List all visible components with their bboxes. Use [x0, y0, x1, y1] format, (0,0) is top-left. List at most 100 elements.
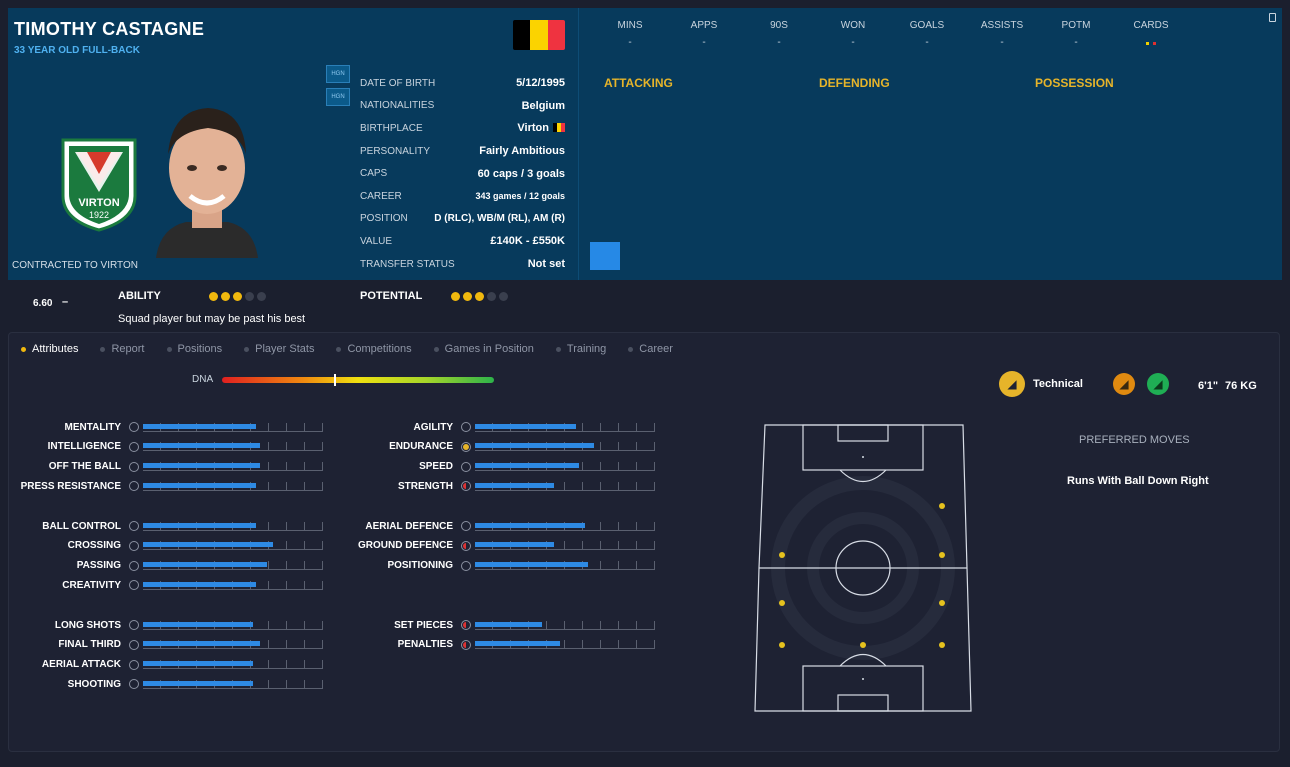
attribute-row[interactable]: GROUND DEFENCE	[341, 536, 655, 556]
attribute-bar	[143, 660, 323, 670]
stat-label: 90S	[770, 20, 788, 31]
attribute-bar-fill	[475, 542, 555, 548]
tab-competitions[interactable]: Competitions	[336, 343, 411, 355]
attribute-row[interactable]: AERIAL ATTACK	[9, 655, 323, 675]
tab-positions[interactable]: Positions	[167, 343, 223, 355]
attribute-row[interactable]: PRESS RESISTANCE	[9, 476, 323, 496]
boot-icon: ◢	[999, 371, 1025, 397]
info-row-career: CAREER 343 games / 12 goals	[360, 185, 565, 208]
stat-won: WON -	[813, 20, 893, 48]
attribute-bar	[475, 640, 655, 650]
dna-label: DNA	[192, 374, 214, 385]
attribute-row[interactable]: AERIAL DEFENCE	[341, 516, 655, 536]
position-dots	[779, 503, 945, 648]
attribute-row[interactable]: BALL CONTROL	[9, 516, 323, 536]
attribute-indicator-icon	[129, 461, 139, 472]
attribute-row[interactable]: OFF THE BALL	[9, 457, 323, 477]
club-crest: VIRTON 1922	[61, 138, 137, 232]
tab-career[interactable]: Career	[628, 343, 673, 355]
attribute-row[interactable]: CREATIVITY	[9, 575, 323, 595]
attribute-bar	[475, 422, 655, 432]
attribute-bar	[143, 640, 323, 650]
attribute-bar-fill	[143, 542, 273, 548]
attribute-label: ENDURANCE	[389, 441, 453, 453]
info-value-wrap[interactable]: Virton	[517, 122, 565, 134]
height-value: 6'1"	[1198, 380, 1219, 392]
tab-player-stats[interactable]: Player Stats	[244, 343, 314, 355]
attribute-bar-fill	[143, 463, 260, 469]
attribute-label: SPEED	[419, 461, 453, 473]
attribute-row[interactable]: LONG SHOTS	[9, 615, 323, 635]
stat-label: WON	[840, 20, 866, 31]
attribute-indicator-icon	[461, 639, 471, 650]
stat-value: -	[1074, 37, 1078, 48]
player-traits: ◢ Technical ◢ ◢	[999, 371, 1169, 397]
attribute-label: SHOOTING	[67, 678, 121, 690]
attribute-row[interactable]: POSITIONING	[341, 556, 655, 576]
info-value: 5/12/1995	[516, 77, 565, 90]
attribute-label: CREATIVITY	[62, 579, 121, 591]
attribute-row[interactable]: FINAL THIRD	[9, 635, 323, 655]
blue-square-button[interactable]	[590, 242, 620, 270]
attribute-label: AERIAL ATTACK	[41, 659, 121, 671]
menu-icon[interactable]	[1269, 13, 1276, 22]
player-subtitle: 33 YEAR OLD FULL-BACK	[14, 45, 140, 56]
star-dot	[499, 292, 508, 301]
svg-text:1922: 1922	[89, 210, 109, 220]
attribute-indicator-icon	[461, 481, 471, 492]
info-row-transfer-status: TRANSFER STATUS Not set	[360, 253, 565, 276]
info-value[interactable]: Belgium	[521, 99, 565, 112]
stat-value: -	[851, 37, 855, 48]
stat-potm: POTM -	[1036, 20, 1116, 48]
tab-report[interactable]: Report	[100, 343, 144, 355]
attribute-bar	[143, 481, 323, 491]
potential-label: POTENTIAL	[360, 290, 423, 302]
attribute-row[interactable]: INTELLIGENCE	[9, 437, 323, 457]
attribute-bar	[143, 462, 323, 472]
info-value[interactable]: Not set	[527, 258, 565, 271]
tab-games-in-position[interactable]: Games in Position	[434, 343, 534, 355]
info-row-birthplace: BIRTHPLACE Virton	[360, 117, 565, 140]
stat-90s: 90S -	[739, 20, 819, 48]
tab-attributes[interactable]: Attributes	[21, 343, 78, 355]
attribute-bar	[475, 541, 655, 551]
attribute-indicator-icon	[461, 620, 471, 630]
attribute-label: PASSING	[76, 560, 121, 572]
attribute-row[interactable]: SET PIECES	[341, 615, 655, 635]
info-label: CAPS	[360, 168, 388, 180]
star-dot	[463, 292, 472, 301]
attribute-bar	[143, 541, 323, 551]
attribute-row[interactable]: ENDURANCE	[341, 437, 655, 457]
info-label: BIRTHPLACE	[360, 122, 423, 134]
stat-value: -	[628, 37, 632, 48]
attributes-panel: Attributes Report Positions Player Stats Com…	[8, 332, 1280, 752]
stat-label: APPS	[690, 20, 718, 31]
attribute-row[interactable]: STRENGTH	[341, 476, 655, 496]
boot-green-icon: ◢	[1146, 373, 1169, 395]
attribute-row[interactable]: PASSING	[9, 556, 323, 576]
star-dot	[487, 292, 496, 301]
info-label: NATIONALITIES	[360, 100, 435, 112]
attribute-indicator-icon	[129, 481, 139, 492]
attribute-row[interactable]: CROSSING	[9, 536, 323, 556]
info-value: D (RLC), WB/M (RL), AM (R)	[434, 213, 565, 225]
attribute-row[interactable]: SHOOTING	[9, 674, 323, 694]
attribute-indicator-icon	[461, 441, 471, 452]
stat-label: POTM	[1061, 20, 1091, 31]
star-dot	[451, 292, 460, 301]
info-row-personality: PERSONALITY Fairly Ambitious	[360, 140, 565, 163]
stat-label: CARDS	[1133, 20, 1169, 31]
attribute-row[interactable]: PENALTIES	[341, 635, 655, 655]
category-defending: DEFENDING	[819, 76, 890, 90]
attribute-row[interactable]: SPEED	[341, 457, 655, 477]
attribute-row[interactable]: MENTALITY	[9, 417, 323, 437]
attribute-bar	[475, 442, 655, 452]
star-dot	[245, 292, 254, 301]
attribute-row[interactable]: AGILITY	[341, 417, 655, 437]
attribute-bar	[143, 580, 323, 590]
attribute-bar	[143, 620, 323, 630]
attribute-indicator-icon	[129, 620, 139, 630]
tab-training[interactable]: Training	[556, 343, 606, 355]
attribute-bar	[143, 561, 323, 571]
